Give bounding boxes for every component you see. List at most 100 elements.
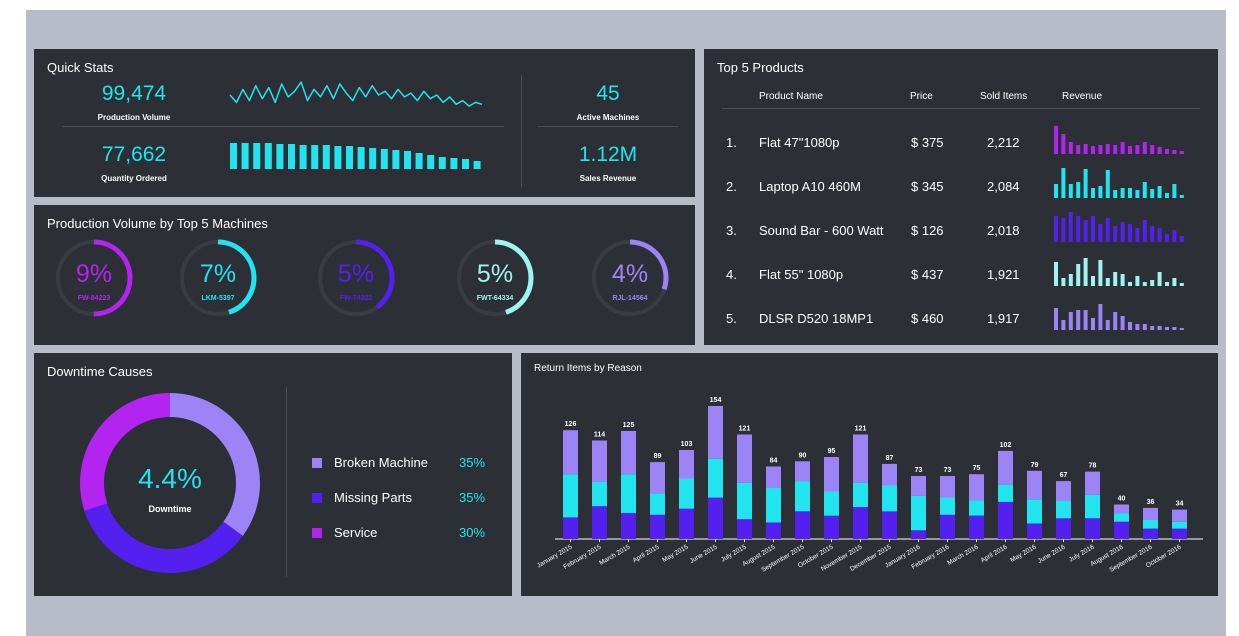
bar-total-label: 121 [855, 426, 867, 433]
product-price: $ 460 [911, 311, 944, 326]
product-price: $ 345 [911, 179, 944, 194]
revenue-bar [1061, 168, 1066, 198]
product-rank: 3. [726, 223, 737, 238]
revenue-bar [1091, 146, 1095, 154]
sales-revenue-label: Sales Revenue [579, 174, 637, 183]
bar-total-label: 102 [1000, 442, 1012, 449]
product-revenue-sparkbars [1054, 304, 1184, 330]
revenue-bar [1068, 142, 1073, 154]
header-sold-items: Sold Items [980, 91, 1028, 102]
bar-total-label: 40 [1118, 496, 1126, 503]
product-price: $ 437 [911, 267, 944, 282]
bar-segment [1172, 509, 1187, 522]
revenue-bar [1105, 278, 1110, 286]
bar-segment [1172, 521, 1187, 529]
bar-total-label: 114 [594, 432, 605, 439]
bar-segment [737, 519, 752, 539]
bar-segment [650, 462, 665, 494]
revenue-bar [1105, 218, 1110, 242]
mini-bar [346, 146, 353, 169]
production-volume-value: 99,474 [101, 82, 167, 105]
revenue-bar [1098, 304, 1103, 330]
legend-swatch [312, 528, 322, 538]
top-products-panel: Top 5 Products Product Name Price Sold I… [704, 49, 1218, 345]
revenue-bar [1150, 326, 1155, 330]
header-revenue: Revenue [1062, 91, 1103, 102]
bar-total-label: 78 [1089, 463, 1097, 470]
revenue-bar [1113, 312, 1118, 330]
revenue-bar [1098, 260, 1103, 286]
machine-name: FW-74322 [339, 295, 373, 302]
bar-total-label: 36 [1147, 499, 1155, 506]
mini-bar [253, 143, 261, 169]
header-product-name: Product Name [759, 91, 823, 102]
product-price: $ 375 [911, 135, 944, 150]
bar-segment [795, 481, 810, 512]
product-price: $ 126 [911, 223, 944, 238]
machine-percent: 5% [337, 260, 375, 288]
bar-segment [737, 434, 752, 483]
machine-percent: 7% [199, 260, 237, 288]
revenue-bar [1172, 327, 1177, 330]
revenue-bar [1157, 228, 1162, 242]
quick-stats-panel: Quick Stats 99,474 Production Volume 77,… [34, 49, 695, 197]
legend-percent: 35% [459, 455, 486, 470]
revenue-bar [1113, 145, 1118, 154]
donut-slice [170, 393, 260, 536]
revenue-bar [1061, 278, 1066, 286]
downtime-donut-chart [79, 393, 260, 574]
revenue-bar [1091, 318, 1095, 330]
bar-segment [1114, 521, 1129, 539]
revenue-bar [1157, 147, 1162, 154]
revenue-bar [1135, 228, 1140, 242]
revenue-bar [1165, 282, 1169, 286]
revenue-bar [1172, 230, 1177, 242]
legend-item: Missing Parts 35% [312, 490, 492, 506]
revenue-bar [1135, 190, 1140, 198]
mini-bar [473, 161, 481, 169]
revenue-bar [1054, 308, 1058, 330]
product-rank: 5. [726, 311, 737, 326]
bar-segment [621, 431, 636, 475]
header-price: Price [910, 91, 933, 102]
revenue-bar [1098, 186, 1103, 198]
bar-segment [650, 514, 665, 539]
product-name: Flat 47"1080p [759, 135, 840, 150]
bar-segment [969, 515, 984, 539]
revenue-bar [1128, 146, 1132, 154]
machine-gauge [179, 239, 257, 317]
revenue-bar [1083, 310, 1088, 330]
revenue-bar [1142, 324, 1147, 330]
bar-segment [940, 476, 955, 498]
machine-name: LKM-5397 [201, 295, 235, 302]
revenue-bar [1150, 189, 1155, 198]
machines-title: Production Volume by Top 5 Machines [47, 216, 268, 231]
bar-segment [1114, 513, 1129, 522]
revenue-bar [1179, 328, 1184, 330]
product-sold: 1,921 [987, 267, 1020, 282]
revenue-bar [1076, 182, 1081, 198]
machine-gauge [456, 239, 534, 317]
quantity-bar-sparkline [230, 143, 481, 169]
mini-bar [311, 145, 319, 169]
machine-gauge [591, 239, 669, 317]
bar-segment [592, 482, 607, 507]
product-sold: 1,917 [987, 311, 1020, 326]
bar-total-label: 84 [770, 458, 778, 465]
divider [521, 75, 522, 187]
bar-total-label: 154 [710, 397, 722, 404]
revenue-bar [1054, 262, 1058, 286]
mini-bar [241, 143, 249, 169]
revenue-bar [1172, 184, 1177, 198]
revenue-bar [1179, 151, 1184, 154]
bar-segment [679, 450, 694, 479]
machine-name: FWT-64334 [476, 295, 514, 302]
bar-segment [708, 497, 723, 539]
bar-segment [1056, 481, 1071, 501]
revenue-bar [1135, 276, 1140, 286]
revenue-bar [1113, 226, 1118, 242]
revenue-bar [1128, 188, 1132, 198]
downtime-label: Downtime [148, 504, 192, 514]
active-machines-label: Active Machines [576, 113, 640, 122]
downtime-panel: Downtime Causes 4.4% Downtime Broken Mac… [34, 353, 512, 596]
